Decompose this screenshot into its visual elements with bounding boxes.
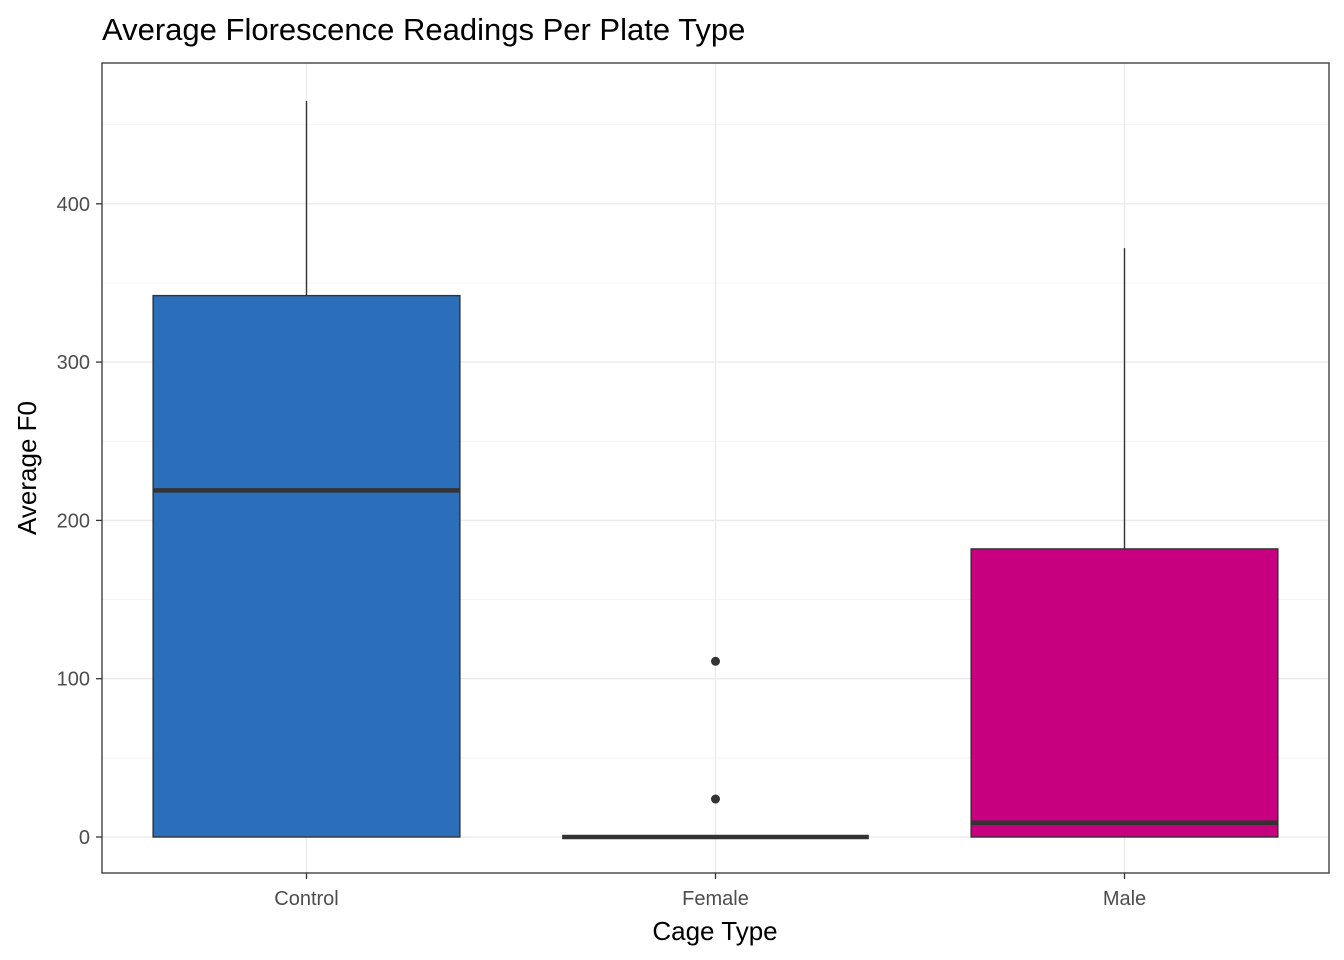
y-tick-label: 300 xyxy=(57,352,90,374)
x-tick-label: Control xyxy=(274,888,338,910)
outlier-point xyxy=(711,656,720,666)
y-axis-title: Average F0 xyxy=(12,401,42,535)
axis-layer: 0 100 200 300 400 Control Female Male xyxy=(57,194,1147,910)
box-control xyxy=(152,294,461,838)
x-axis-title: Cage Type xyxy=(652,916,777,946)
y-tick-label: 200 xyxy=(57,510,90,532)
y-tick-label: 0 xyxy=(79,827,90,849)
y-tick-label: 400 xyxy=(57,194,90,216)
y-tick-label: 100 xyxy=(57,669,90,691)
box-layer xyxy=(152,100,1279,840)
x-tick-label: Male xyxy=(1103,888,1146,910)
x-tick-label: Female xyxy=(682,888,749,910)
box-male xyxy=(970,548,1279,838)
chart-title: Average Florescence Readings Per Plate T… xyxy=(102,12,745,47)
outlier-point xyxy=(711,794,720,804)
